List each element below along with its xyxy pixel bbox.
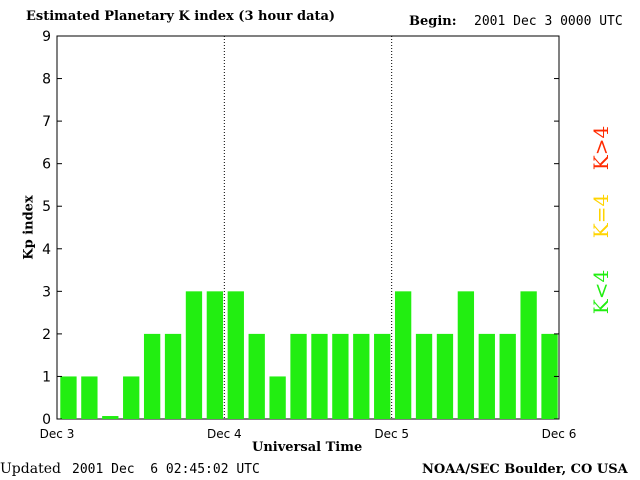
plot-frame xyxy=(56,35,560,420)
updated-value: 2001 Dec 6 02:45:02 UTC xyxy=(72,462,260,477)
kp-bar xyxy=(478,333,495,419)
kp-bar xyxy=(332,333,349,419)
kp-bar xyxy=(123,376,140,419)
kp-bar xyxy=(394,291,412,419)
kp-bar xyxy=(206,291,224,419)
y-tick-label: 4 xyxy=(42,242,51,258)
x-axis-label: Universal Time xyxy=(252,440,363,455)
begin-label: Begin: xyxy=(409,14,457,29)
kp-bar xyxy=(290,333,307,419)
kp-bar xyxy=(374,333,391,419)
legend-item: K>4 xyxy=(589,126,613,170)
legend-item: K<4 xyxy=(589,270,613,314)
kp-bar xyxy=(102,416,119,419)
kp-bar xyxy=(143,333,161,419)
y-tick-label: 6 xyxy=(42,157,51,173)
kp-bar xyxy=(311,333,328,419)
kp-bar xyxy=(164,333,182,419)
y-tick-label: 1 xyxy=(42,369,51,385)
y-tick-label: 8 xyxy=(42,72,51,88)
chart-title: Estimated Planetary K index (3 hour data… xyxy=(26,9,336,24)
legend-item: K=4 xyxy=(589,194,613,238)
kp-bar xyxy=(541,333,558,419)
begin-value: 2001 Dec 3 0000 UTC xyxy=(474,14,623,29)
credit-text: NOAA/SEC Boulder, CO USA xyxy=(422,462,628,477)
kp-bar xyxy=(185,291,203,419)
x-tick-label: Dec 5 xyxy=(374,427,409,441)
y-tick-label: 2 xyxy=(42,327,51,343)
kp-bar xyxy=(457,291,475,419)
kp-bar xyxy=(436,333,454,419)
y-tick-label: 3 xyxy=(42,284,51,300)
x-tick-label: Dec 3 xyxy=(40,427,75,441)
x-tick-label: Dec 4 xyxy=(207,427,242,441)
updated-label: Updated xyxy=(0,461,61,477)
y-tick-label: 5 xyxy=(42,199,51,215)
kp-bar xyxy=(520,291,537,419)
y-tick-label: 0 xyxy=(42,412,51,428)
y-tick-label: 7 xyxy=(42,114,51,130)
kp-bar xyxy=(60,376,77,419)
kp-bar xyxy=(353,333,370,419)
kp-bar xyxy=(415,333,433,419)
kp-bar xyxy=(227,291,244,419)
kp-bar xyxy=(499,333,516,419)
kp-bar xyxy=(81,376,98,419)
kp-bar xyxy=(248,333,265,419)
kp-bar xyxy=(269,376,286,419)
x-tick-label: Dec 6 xyxy=(542,427,577,441)
y-tick-label: 9 xyxy=(42,29,51,45)
